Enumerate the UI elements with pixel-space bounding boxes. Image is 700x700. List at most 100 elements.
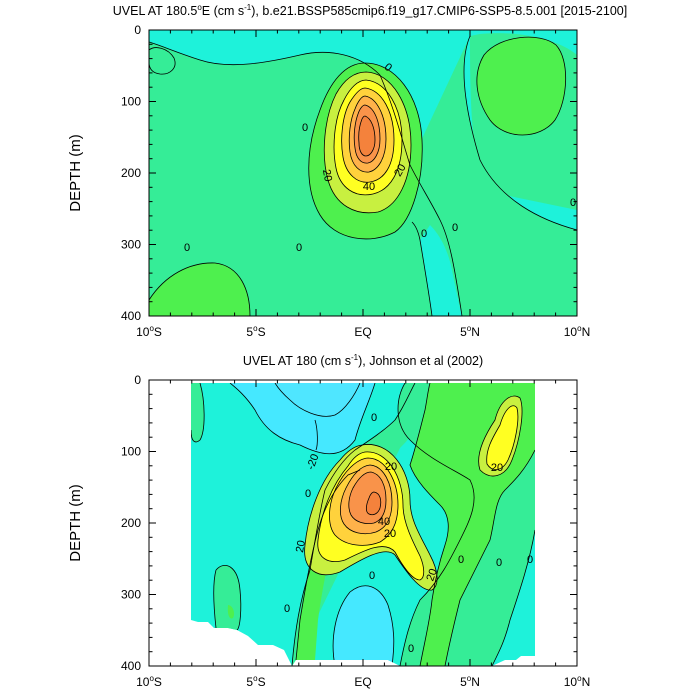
- panel-2-contours: [191, 383, 535, 666]
- x-tick-label: 5oS: [246, 324, 265, 339]
- p1-contour-bottomleft: [148, 262, 251, 317]
- p2-contour-bl: [215, 565, 242, 631]
- p2-contour-0-right: [397, 383, 475, 666]
- x-tick-label: 5oN: [460, 324, 480, 339]
- p2-clabel: 0: [305, 488, 311, 500]
- p2-fill-lt-m20: [275, 383, 360, 417]
- p2-clabel: 0: [408, 643, 414, 655]
- y-tick-label: 400: [121, 659, 141, 673]
- y-tick-label: 100: [121, 95, 141, 109]
- panel-1-ylabel: DEPTH (m): [67, 134, 84, 212]
- p2-fill-30-40-tr: [486, 405, 518, 470]
- p1-contour-0-b: [379, 74, 463, 317]
- panel-1-fills: [149, 30, 577, 316]
- p1-contour-0-d: [411, 221, 433, 317]
- p1-clabel: 0: [184, 242, 190, 254]
- y-tick-label: 300: [121, 588, 141, 602]
- p2-contour-20: [304, 444, 438, 591]
- p1-contour-0-c: [463, 35, 578, 231]
- panel-2-fills: [191, 383, 535, 666]
- panel-2-ylabel: DEPTH (m): [67, 484, 84, 562]
- p1-clabel: 40: [363, 181, 375, 193]
- p2-clabel: 40: [378, 516, 390, 528]
- p1-clabel: 0: [421, 228, 427, 240]
- p2-fill-10-20-left: [296, 470, 360, 660]
- p2-clabel: 0: [284, 603, 290, 615]
- p2-contour-50: [340, 464, 393, 535]
- p1-fill-10-20-topright: [476, 37, 566, 135]
- p1-clabel: 0: [296, 242, 302, 254]
- p2-fill-0-10-left: [191, 383, 205, 442]
- x-tick-label: 10oS: [136, 324, 162, 339]
- p2-clabel: 20: [294, 539, 308, 553]
- x-tick-label: 5oS: [246, 674, 265, 689]
- p2-contour-30: [317, 451, 425, 581]
- panel-1-contours: [148, 35, 578, 317]
- x-tick-label: 10oS: [136, 674, 162, 689]
- x-tick-label: EQ: [354, 325, 371, 339]
- panel-2-contour-labels: -20 0 0 0 0 0 0 0 0 20 20 20 20 20 40: [284, 412, 533, 655]
- p1-contour-20: [323, 71, 412, 214]
- p1-fill-70-80: [358, 116, 375, 156]
- p2-clabel: -20: [305, 452, 322, 471]
- panel-1-title: UVEL AT 180.5oE (cm s-1), b.e21.BSSP585c…: [113, 3, 627, 18]
- p2-contour-m10: [229, 383, 376, 455]
- p2-fill-bottom-blue: [333, 585, 394, 666]
- p2-contour-60: [348, 471, 387, 524]
- panel-2-title: UVEL AT 180 (cm s-1), Johnson et al (200…: [243, 353, 483, 368]
- p2-clabel: 0: [458, 554, 464, 566]
- p1-contour-10: [308, 62, 423, 240]
- p2-clabel: 0: [369, 570, 375, 582]
- p2-contour-10-far: [444, 449, 535, 666]
- p1-fill-neg-lower: [420, 225, 462, 316]
- p1-contour-0-a: [148, 41, 381, 76]
- p1-clabel: 20: [320, 168, 334, 182]
- panel-1: UVEL AT 180.5oE (cm s-1), b.e21.BSSP585c…: [67, 3, 627, 339]
- p2-contour-minor: [314, 419, 318, 451]
- p2-contour-tr-30: [486, 405, 519, 470]
- x-tick-label: 5oN: [460, 674, 480, 689]
- p1-clabel: 0: [302, 122, 308, 134]
- p1-contour-30: [333, 79, 403, 196]
- x-tick-label: EQ: [354, 675, 371, 689]
- p2-clabel: 20: [491, 462, 503, 474]
- p2-clabel: 0: [527, 554, 533, 566]
- y-tick-label: 200: [121, 166, 141, 180]
- y-tick-label: 0: [134, 373, 141, 387]
- p2-contour-70: [365, 491, 382, 516]
- p2-fill-10-20-bl: [227, 605, 235, 619]
- p2-contour-bottom: [332, 585, 395, 666]
- p2-contour-40: [329, 457, 399, 546]
- y-tick-label: 0: [134, 23, 141, 37]
- p2-clabel: 20: [424, 567, 439, 583]
- p1-contour-70: [358, 115, 376, 157]
- p1-clabel: 0: [452, 222, 458, 234]
- p2-contour-10-right: [409, 383, 449, 666]
- p2-fill-70-80: [366, 492, 381, 515]
- y-tick-label: 400: [121, 309, 141, 323]
- p2-clabel: 20: [385, 461, 397, 473]
- p1-contour-50: [348, 95, 387, 173]
- p2-contour-left: [191, 383, 205, 443]
- p1-contour-topleft: [148, 47, 176, 75]
- p2-clabel: 20: [384, 528, 396, 540]
- panel-2: UVEL AT 180 (cm s-1), Johnson et al (200…: [67, 353, 590, 689]
- p2-contour-m20: [274, 383, 361, 417]
- x-tick-label: 10oN: [564, 324, 590, 339]
- p1-fill-0-10-right: [412, 36, 577, 316]
- p1-fill-10-20-bottomleft: [149, 262, 250, 316]
- p2-contour-0-left: [291, 383, 416, 666]
- y-tick-label: 300: [121, 238, 141, 252]
- p1-contour-40: [341, 87, 395, 183]
- p2-contour-10-left: [295, 469, 361, 661]
- p2-contour-bl2: [213, 569, 217, 629]
- y-tick-label: 100: [121, 445, 141, 459]
- p1-contour-60: [353, 104, 381, 164]
- p1-clabel: 20: [392, 162, 409, 179]
- p1-clabel: 0: [570, 197, 576, 209]
- p2-clabel: 0: [371, 412, 377, 424]
- y-tick-label: 200: [121, 516, 141, 530]
